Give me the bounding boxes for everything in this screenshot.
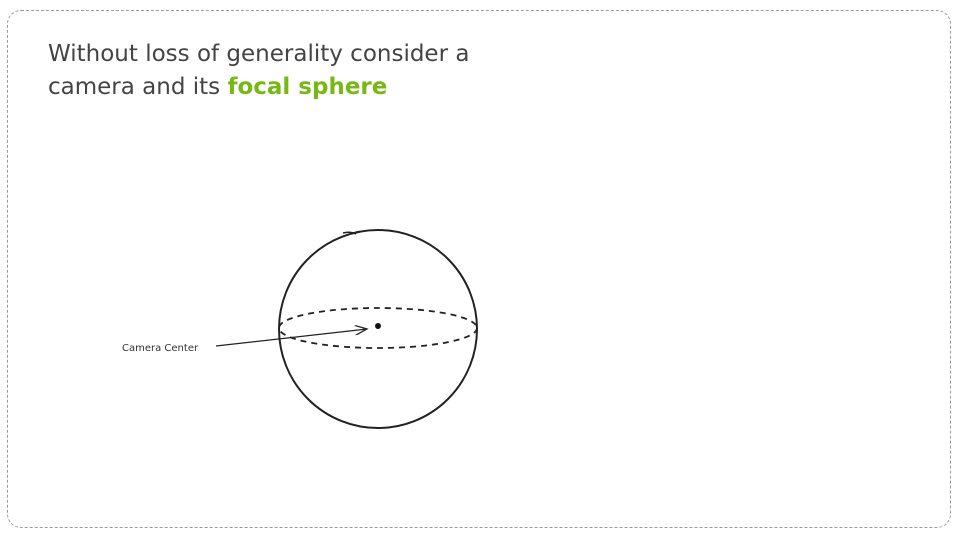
sphere-equator	[278, 307, 478, 349]
sphere-sketch-tick	[342, 231, 357, 235]
camera-center-arrow	[215, 329, 367, 347]
caption-highlight: focal sphere	[227, 74, 388, 100]
camera-center-label: Camera Center	[122, 343, 199, 354]
caption-line-1: Without loss of generality consider a	[48, 41, 470, 67]
caption-line-2-prefix: camera and its	[48, 74, 228, 100]
slide-caption: Without loss of generality consider a ca…	[48, 38, 568, 104]
camera-center-point	[375, 323, 381, 329]
slide-frame	[7, 10, 951, 528]
